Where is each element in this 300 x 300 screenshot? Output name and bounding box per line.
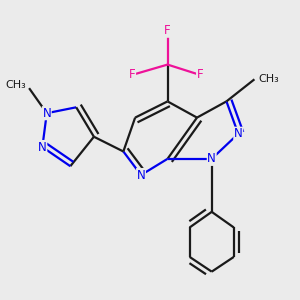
- Text: N: N: [42, 107, 51, 120]
- Text: N: N: [207, 152, 216, 165]
- Text: F: F: [164, 24, 171, 37]
- Text: N: N: [137, 169, 146, 182]
- Text: N: N: [38, 141, 47, 154]
- Text: F: F: [129, 68, 136, 81]
- Text: F: F: [196, 68, 203, 81]
- Text: CH₃: CH₃: [259, 74, 280, 84]
- Text: CH₃: CH₃: [5, 80, 26, 90]
- Text: N: N: [234, 127, 243, 140]
